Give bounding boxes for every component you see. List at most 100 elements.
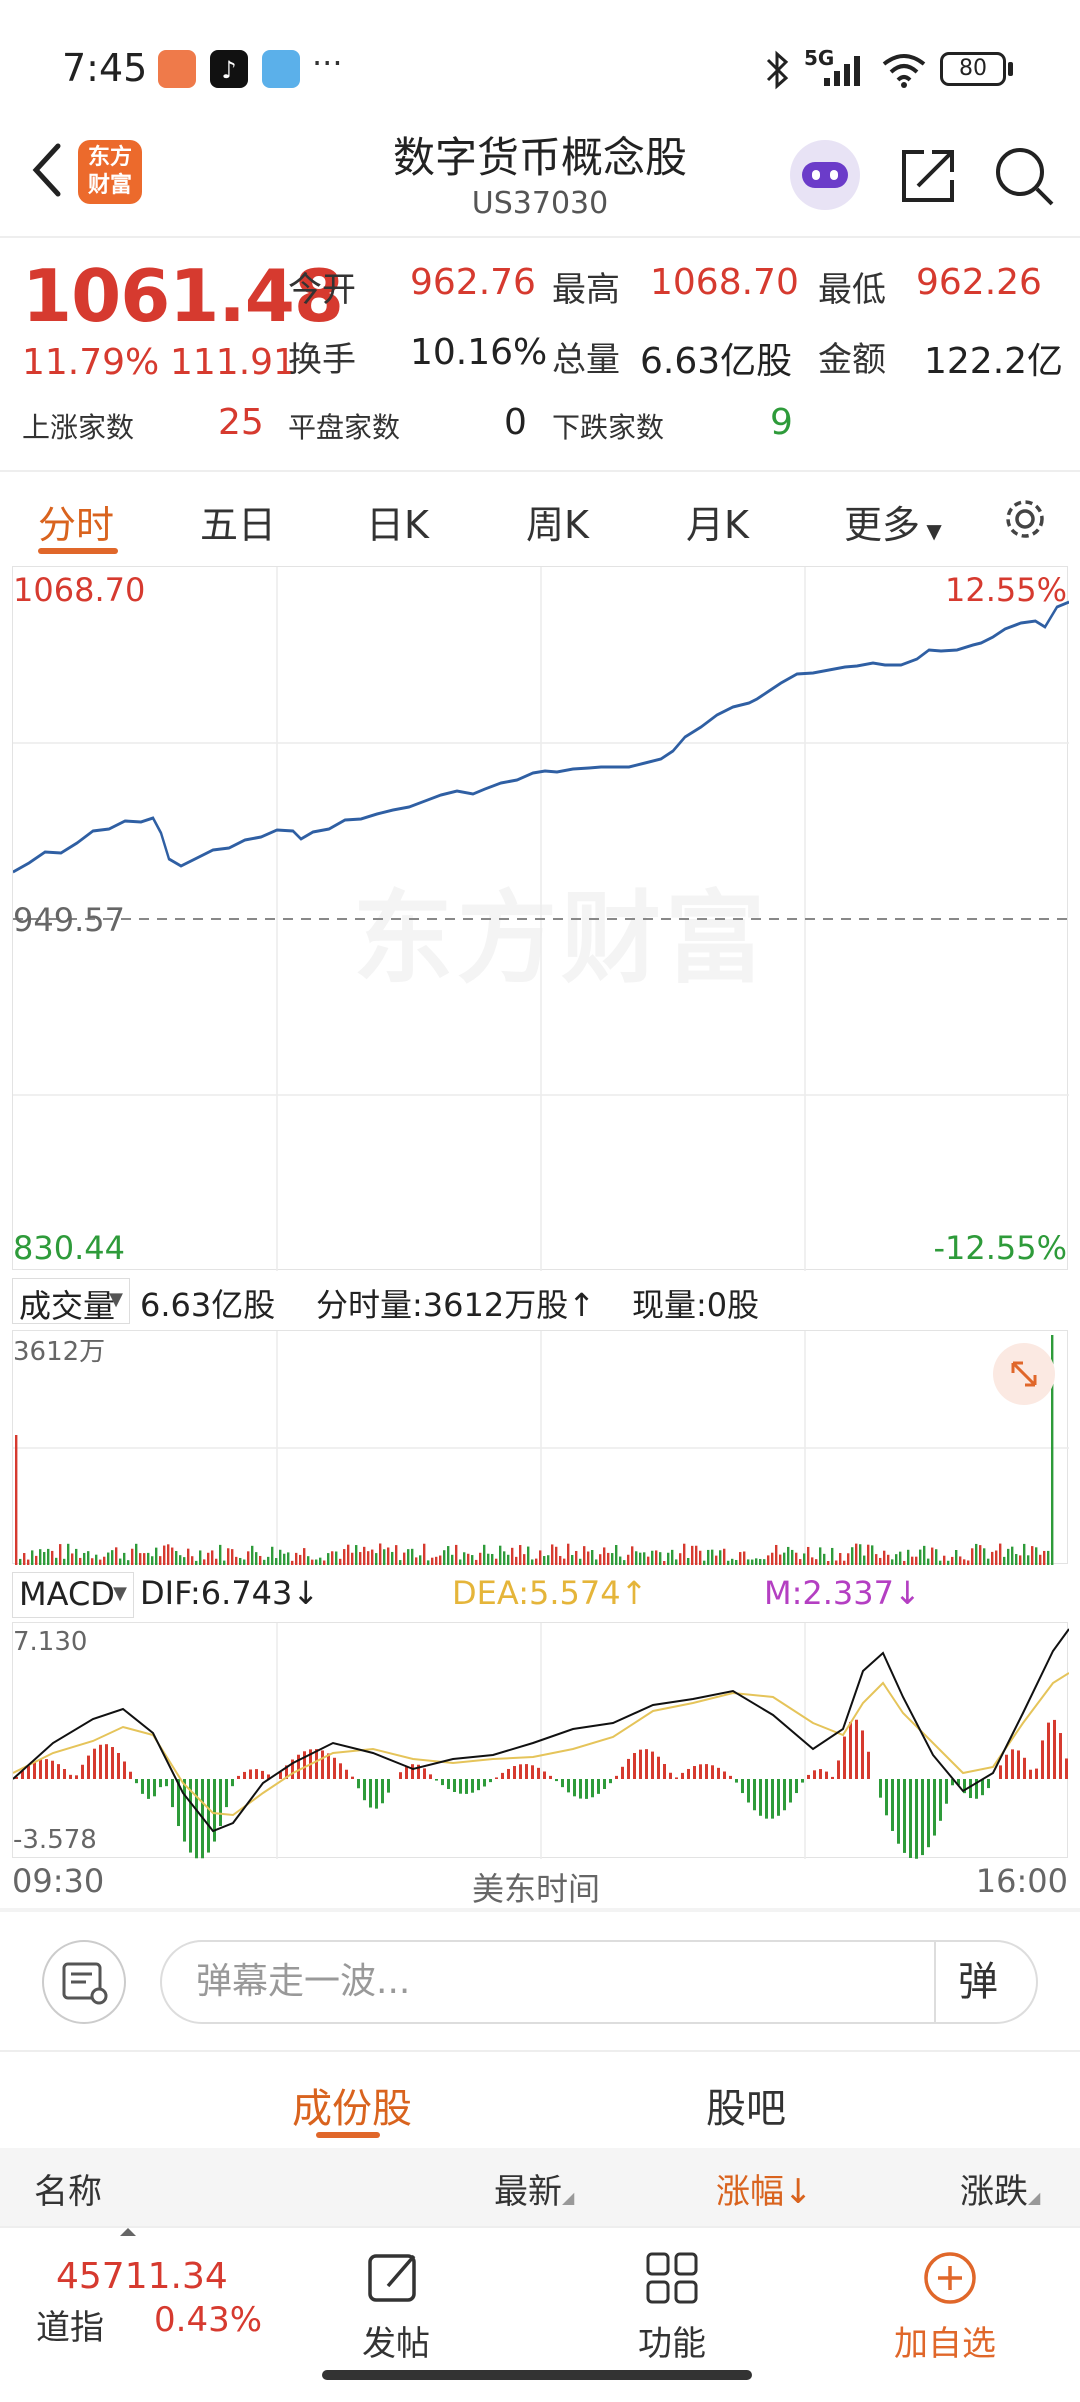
macd-bar (435, 1779, 438, 1781)
volume-bar (503, 1551, 506, 1565)
battery-cap (1008, 62, 1013, 76)
volume-bar (359, 1552, 362, 1565)
function-button[interactable]: 功能 (612, 2248, 732, 2368)
macd-bar (531, 1765, 534, 1779)
macd-indicator-select[interactable]: MACD ▼ (12, 1572, 134, 1618)
volume-bar (859, 1544, 862, 1565)
home-indicator[interactable] (322, 2370, 752, 2380)
macd-bar (243, 1771, 246, 1779)
volume-chart-svg (13, 1331, 1069, 1565)
volume-bar (819, 1547, 822, 1565)
volume-bar (571, 1554, 574, 1565)
tab-forum[interactable]: 股吧 (706, 2086, 786, 2132)
share-icon[interactable] (894, 140, 964, 210)
macd-bar (465, 1779, 468, 1794)
macd-bar (645, 1749, 648, 1779)
volume-bar (215, 1558, 218, 1565)
volume-chart[interactable]: 3612万 (12, 1330, 1069, 1565)
macd-bar (183, 1779, 186, 1842)
volume-indicator-select[interactable]: 成交量 ▼ (12, 1278, 130, 1325)
macd-bar (63, 1769, 66, 1779)
danmu-toggle-button[interactable]: 弹 (934, 1942, 1036, 2022)
volume-bar (839, 1553, 842, 1565)
macd-bar (501, 1772, 504, 1779)
danmu-input[interactable]: 弹幕走一波... 弹 (160, 1940, 1038, 2024)
flat-count-label: 平盘家数 (288, 411, 401, 444)
expand-icon[interactable] (993, 1343, 1055, 1405)
volume-bar (627, 1554, 630, 1565)
add-watchlist-button[interactable]: 加自选 (880, 2248, 1020, 2368)
column-latest[interactable]: 最新◢ (494, 2164, 574, 2213)
volume-bar (83, 1552, 86, 1565)
column-change[interactable]: 涨跌◢ (960, 2164, 1040, 2213)
macd-bar (327, 1753, 330, 1779)
volume-bar (611, 1553, 614, 1565)
ai-assistant-icon[interactable] (790, 140, 860, 210)
gear-icon[interactable] (1000, 494, 1050, 544)
volume-bar (779, 1554, 782, 1565)
macd-bar (651, 1751, 654, 1779)
tab-five-day[interactable]: 五日 (200, 503, 277, 547)
volume-bar (387, 1547, 390, 1565)
signal-icon (824, 56, 860, 86)
volume-bar (871, 1545, 874, 1565)
post-button[interactable]: 发帖 (336, 2248, 456, 2368)
tiktok-icon: ♪ (210, 50, 248, 88)
tab-constituents[interactable]: 成份股 (292, 2086, 412, 2132)
volume-bar (235, 1556, 238, 1565)
status-time: 7:45 (62, 46, 148, 90)
macd-bar (1059, 1733, 1062, 1779)
macd-bar (33, 1761, 36, 1779)
macd-bar (231, 1779, 234, 1787)
volume-bar (975, 1543, 978, 1565)
macd-bar (639, 1749, 642, 1779)
macd-bar (81, 1764, 84, 1779)
tab-more-label: 更多 (844, 503, 921, 547)
macd-bar (585, 1779, 588, 1799)
intraday-price-chart[interactable]: 东方财富 1068.70 12.55% 949.57 830.44 -12.55… (12, 566, 1069, 1271)
volume-bar (807, 1546, 810, 1565)
volume-bar (339, 1558, 342, 1565)
macd-bar (291, 1759, 294, 1779)
macd-bar (591, 1779, 594, 1798)
column-change-pct[interactable]: 涨幅↓ (716, 2164, 813, 2213)
back-arrow-icon[interactable] (24, 140, 74, 200)
macd-bar (87, 1755, 90, 1779)
macd-bar (957, 1779, 960, 1786)
volume-bar (643, 1552, 646, 1565)
volume-bar (823, 1553, 826, 1565)
index-value: 45711.34 (56, 2256, 228, 2297)
volume-label: 总量 (552, 340, 620, 380)
volume-bar (39, 1549, 42, 1565)
battery-icon: 80 (940, 52, 1006, 86)
volume-bar (795, 1552, 798, 1565)
macd-bar (441, 1779, 444, 1786)
volume-bar (991, 1551, 994, 1565)
index-ticker[interactable]: 45711.34 道指 0.43% (0, 2228, 300, 2368)
macd-bar (657, 1756, 660, 1779)
volume-bar (979, 1545, 982, 1565)
macd-bar (315, 1749, 318, 1779)
volume-bar (411, 1548, 414, 1565)
macd-bar (837, 1760, 840, 1779)
column-change-pct-label: 涨幅 (716, 2172, 784, 2212)
volume-bar (647, 1556, 650, 1565)
volume-bar (139, 1553, 142, 1565)
tab-daily-k[interactable]: 日K (366, 503, 429, 547)
volume-bar (675, 1559, 678, 1565)
tab-monthly-k[interactable]: 月K (686, 503, 749, 547)
volume-bar (51, 1550, 54, 1565)
macd-bar (867, 1751, 870, 1779)
macd-bar (855, 1719, 858, 1779)
comment-list-button[interactable] (42, 1940, 126, 2024)
macd-chart[interactable]: 7.130 -3.578 (12, 1622, 1069, 1859)
macd-bar (297, 1754, 300, 1779)
tab-more[interactable]: 更多 ▼ (844, 494, 942, 549)
tab-intraday[interactable]: 分时 (38, 503, 115, 547)
volume-bar (663, 1560, 666, 1565)
tab-weekly-k[interactable]: 周K (526, 503, 589, 547)
volume-bar (35, 1555, 38, 1565)
volume-bar (507, 1554, 510, 1565)
search-icon[interactable] (990, 140, 1060, 210)
macd-bar (267, 1774, 270, 1779)
